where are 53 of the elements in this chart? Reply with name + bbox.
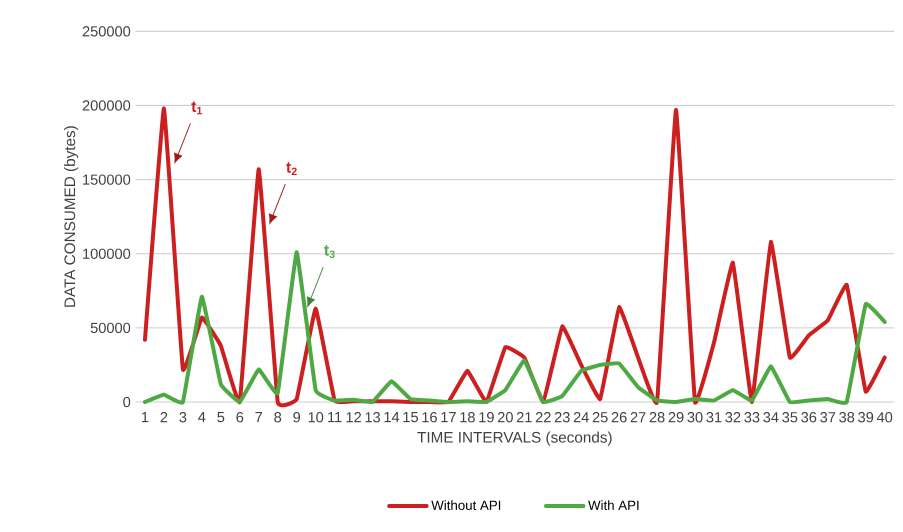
- x-tick-label: 29: [668, 412, 684, 422]
- y-axis-title: DATA CONSUMED (bytes): [64, 126, 78, 307]
- x-tick-label: 33: [744, 412, 760, 422]
- annotation: t$_{1}$: [191, 101, 202, 114]
- x-tick-label: 32: [725, 412, 740, 422]
- x-tick-label: 36: [801, 412, 816, 422]
- y-tick-label: 50000: [90, 322, 130, 334]
- x-tick-label: 34: [763, 412, 779, 422]
- x-tick-label: 39: [858, 412, 874, 422]
- x-tick-label: 19: [479, 412, 494, 422]
- x-tick-label: 14: [384, 412, 400, 422]
- x-tick-label: 28: [650, 412, 665, 422]
- x-tick-label: 22: [536, 412, 551, 422]
- annotation: t$_{3}$: [324, 245, 335, 258]
- x-tick-label: 37: [820, 412, 836, 422]
- x-tick-label: 24: [574, 412, 589, 422]
- x-tick-label: 12: [346, 412, 361, 422]
- y-tick-label: 100000: [83, 248, 130, 259]
- x-tick-label: 5: [217, 412, 224, 422]
- x-tick-label: 9: [293, 412, 300, 422]
- y-tick-label: 200000: [82, 100, 130, 111]
- x-tick-label: 10: [308, 412, 324, 422]
- x-tick-label: 35: [782, 412, 798, 422]
- annotation: t$_{2}$: [286, 162, 297, 176]
- x-tick-label: 21: [516, 412, 532, 422]
- x-tick-label: 8: [274, 412, 282, 422]
- x-tick-label: 31: [706, 412, 722, 422]
- x-tick-label: 20: [498, 412, 513, 422]
- legend-label: With API: [588, 500, 638, 510]
- x-tick-label: 11: [328, 412, 342, 422]
- y-tick-label: 150000: [83, 174, 130, 185]
- x-tick-label: 27: [630, 412, 646, 422]
- x-tick-label: 3: [179, 412, 186, 422]
- x-tick-label: 23: [554, 412, 570, 422]
- x-tick-label: 2: [160, 412, 168, 422]
- x-tick-label: 26: [612, 412, 627, 422]
- x-tick-label: 4: [198, 412, 206, 422]
- x-tick-label: 38: [839, 412, 854, 422]
- x-tick-label: 7: [255, 412, 262, 422]
- x-tick-label: 17: [441, 412, 456, 422]
- x-tick-label: 18: [460, 412, 475, 422]
- x-tick-label: 1: [142, 412, 148, 422]
- x-tick-label: 16: [422, 412, 437, 422]
- x-tick-label: 40: [876, 412, 892, 422]
- x-tick-label: 15: [403, 412, 418, 422]
- x-tick-label: 30: [687, 412, 703, 422]
- x-tick-label: 6: [236, 412, 244, 422]
- x-tick-label: 13: [366, 412, 380, 422]
- y-tick-label: 250000: [82, 26, 130, 37]
- legend-label: Without API: [431, 500, 500, 510]
- y-tick-label: 0: [123, 396, 130, 408]
- x-tick-label: 25: [592, 412, 608, 422]
- x-axis-title: TIME INTERVALS (seconds): [417, 432, 612, 446]
